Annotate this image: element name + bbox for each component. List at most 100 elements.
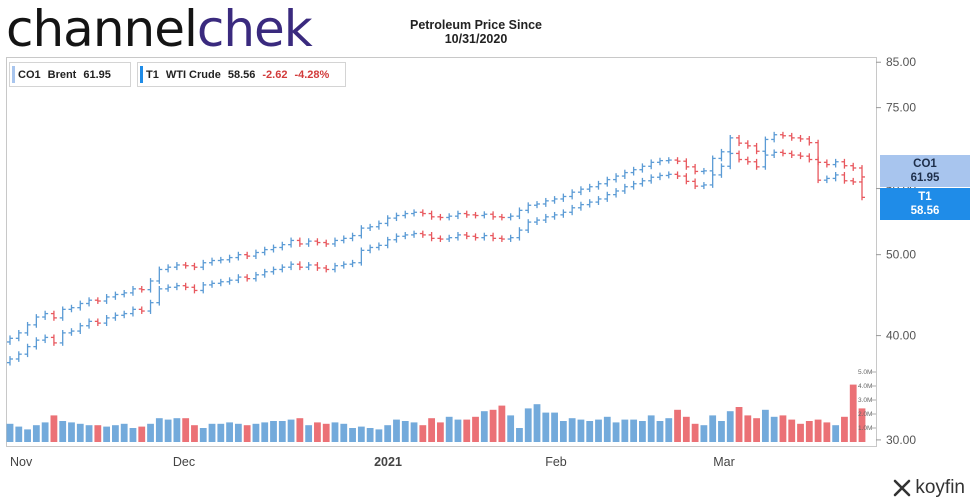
t1-ohlc-bar <box>296 261 303 271</box>
volume-tick-label: 5.0M <box>858 369 872 376</box>
co1-ohlc-bar <box>244 251 251 260</box>
t1-ohlc-bar <box>551 211 558 220</box>
t1-ohlc-bar <box>86 318 93 329</box>
t1-ohlc-series <box>7 149 865 366</box>
co1-ohlc-bar <box>77 300 84 311</box>
co1-ohlc-bar <box>507 213 514 221</box>
t1-ohlc-bar <box>50 334 57 346</box>
volume-bar <box>841 416 848 442</box>
volume-bar <box>278 421 286 442</box>
t1-ohlc-bar <box>349 259 356 268</box>
t1-ohlc-bar <box>411 230 418 238</box>
volume-bar <box>357 426 365 442</box>
t1-ohlc-bar <box>121 310 128 319</box>
volume-tick-label: 4.0M <box>858 383 872 390</box>
volume-bar <box>305 425 313 442</box>
volume-bar <box>6 423 14 442</box>
co1-ohlc-bar <box>182 262 189 269</box>
t1-ohlc-bar <box>103 315 110 327</box>
t1-ohlc-bar <box>463 232 470 240</box>
t1-ohlc-bar <box>841 172 848 184</box>
legend-co1-ticker: CO1 <box>18 68 41 81</box>
co1-ohlc-bar <box>841 158 848 169</box>
t1-ohlc-bar <box>683 173 690 185</box>
legend-co1[interactable]: CO1 Brent 61.95 <box>9 62 131 87</box>
t1-ohlc-bar <box>481 232 488 241</box>
co1-ohlc-bar <box>226 254 233 263</box>
volume-bar <box>76 423 84 442</box>
co1-ohlc-bar <box>498 213 505 221</box>
co1-ohlc-bar <box>604 176 611 187</box>
co1-ohlc-bar <box>323 239 330 247</box>
volume-bar <box>639 421 646 442</box>
co1-ohlc-bar <box>50 310 57 321</box>
t1-badge-ticker: T1 <box>918 191 932 203</box>
t1-ohlc-bar <box>604 191 611 202</box>
t1-ohlc-bar <box>314 262 321 271</box>
legend-t1-swatch <box>140 66 143 83</box>
t1-ohlc-bar <box>428 232 435 242</box>
volume-bar <box>454 419 462 442</box>
chart-title-line2: 10/31/2020 <box>444 32 508 46</box>
co1-ohlc-bar <box>68 304 75 313</box>
co1-ohlc-bar <box>753 142 760 155</box>
volume-bar <box>436 422 444 442</box>
t1-ohlc-bar <box>393 233 400 243</box>
t1-ohlc-bar <box>217 278 224 287</box>
t1-ohlc-bar <box>402 232 409 240</box>
co1-ohlc-bar <box>692 163 699 175</box>
co1-ohlc-bar <box>463 210 470 218</box>
t1-ohlc-bar <box>367 244 374 254</box>
legend-t1-name: WTI Crude <box>165 68 221 81</box>
volume-bar <box>340 423 348 442</box>
volume-bar <box>24 429 31 442</box>
volume-bar <box>314 422 321 442</box>
co1-ohlc-bar <box>525 202 532 214</box>
co1-ohlc-bar <box>367 223 374 232</box>
volume-bar <box>559 421 567 442</box>
t1-ohlc-bar <box>542 213 549 224</box>
co1-ohlc-bar <box>437 213 444 221</box>
co1-ohlc-bar <box>639 163 646 173</box>
volume-bar <box>138 426 146 442</box>
channelchek-logo: channelchek <box>6 0 313 58</box>
co1-ohlc-bar <box>261 246 268 256</box>
t1-ohlc-bar <box>7 356 13 366</box>
co1-ohlc-bar <box>165 264 172 273</box>
volume-bar <box>252 423 260 442</box>
volume-bar <box>120 423 128 442</box>
legend-t1[interactable]: T1 WTI Crude 58.56 -2.62 -4.28% <box>137 62 346 87</box>
co1-ohlc-bar <box>446 213 453 221</box>
co1-ohlc-bar <box>859 165 865 180</box>
co1-ohlc-bar <box>797 134 804 142</box>
t1-ohlc-bar <box>621 183 628 194</box>
volume-bar <box>489 409 497 442</box>
t1-ohlc-bar <box>200 282 207 294</box>
co1-ohlc-bar <box>771 131 778 143</box>
co1-ohlc-bar <box>138 285 145 293</box>
volume-bar <box>621 419 629 442</box>
t1-ohlc-bar <box>779 149 786 157</box>
volume-bar <box>498 405 506 442</box>
t1-ohlc-bar <box>815 156 822 184</box>
volume-bar <box>68 422 75 442</box>
co1-ohlc-bar <box>850 162 857 171</box>
t1-ohlc-bar <box>727 150 734 170</box>
t1-ohlc-bar <box>595 196 602 206</box>
volume-tick-label: 3.0M <box>858 397 872 404</box>
volume-bar <box>182 418 190 442</box>
y-tick-label: 50.00 <box>886 248 916 262</box>
volume-bar <box>234 423 242 442</box>
volume-bar <box>208 423 216 442</box>
t1-ohlc-bar <box>138 306 145 314</box>
chart-title: Petroleum Price Since 10/31/2020 <box>376 18 576 46</box>
volume-bar <box>524 408 532 442</box>
t1-ohlc-bar <box>823 175 830 184</box>
volume-bar <box>542 412 550 442</box>
volume-bar <box>709 415 717 442</box>
volume-bar <box>15 426 23 442</box>
volume-bar <box>463 419 471 442</box>
t1-ohlc-bar <box>244 274 251 282</box>
co1-ohlc-bar <box>718 148 725 162</box>
t1-ohlc-bar <box>718 163 725 178</box>
